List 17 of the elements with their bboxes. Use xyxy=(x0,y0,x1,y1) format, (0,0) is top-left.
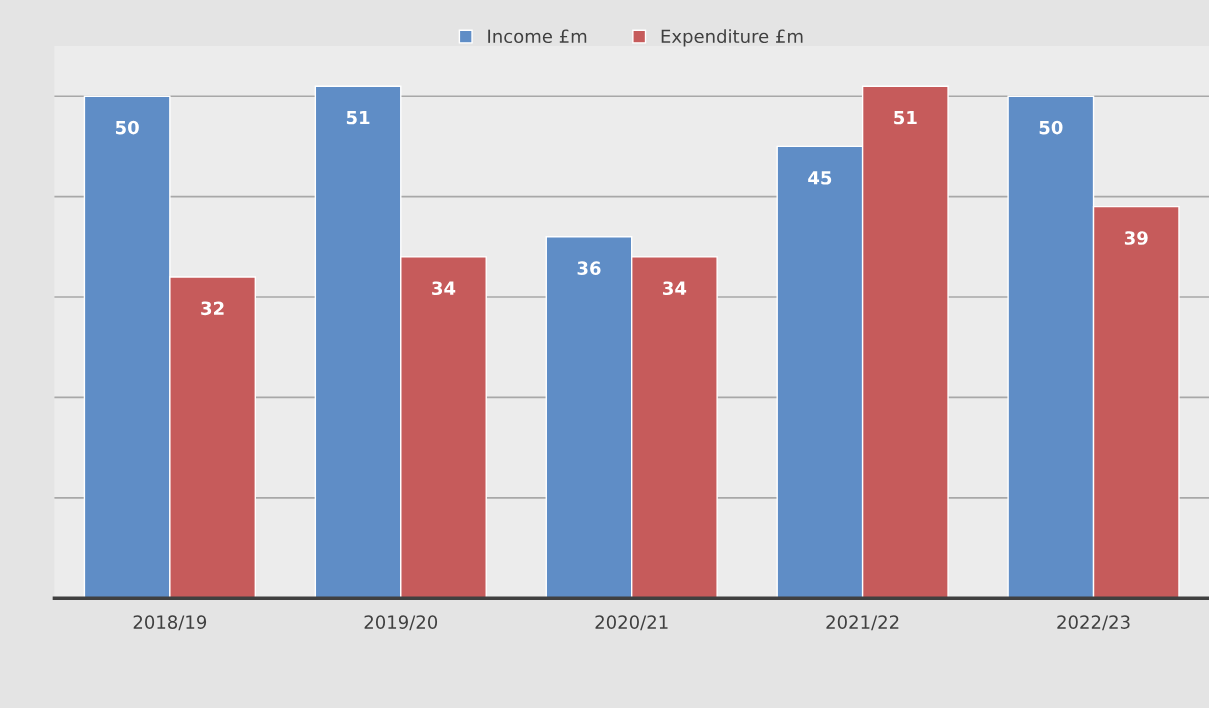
x-tick-label: 2022/23 xyxy=(1057,615,1130,631)
data-label: 45 xyxy=(808,171,832,185)
data-label: 32 xyxy=(201,301,224,316)
data-label: 34 xyxy=(432,281,456,296)
data-label: 34 xyxy=(663,281,687,296)
legend-label: Expenditure £m xyxy=(661,29,803,47)
data-label: 39 xyxy=(1124,231,1148,245)
x-tick-label: 2021/22 xyxy=(826,615,899,631)
x-tick-label: 2019/20 xyxy=(364,615,438,631)
data-label: 51 xyxy=(894,110,917,125)
data-label: 36 xyxy=(577,261,601,275)
x-tick-label: 2020/21 xyxy=(595,615,668,631)
data-label: 50 xyxy=(115,120,139,135)
x-tick-label: 2018/19 xyxy=(133,615,207,631)
data-label: 51 xyxy=(346,110,370,125)
legend-label: Income £m xyxy=(488,29,587,44)
data-label: 50 xyxy=(1039,120,1063,135)
